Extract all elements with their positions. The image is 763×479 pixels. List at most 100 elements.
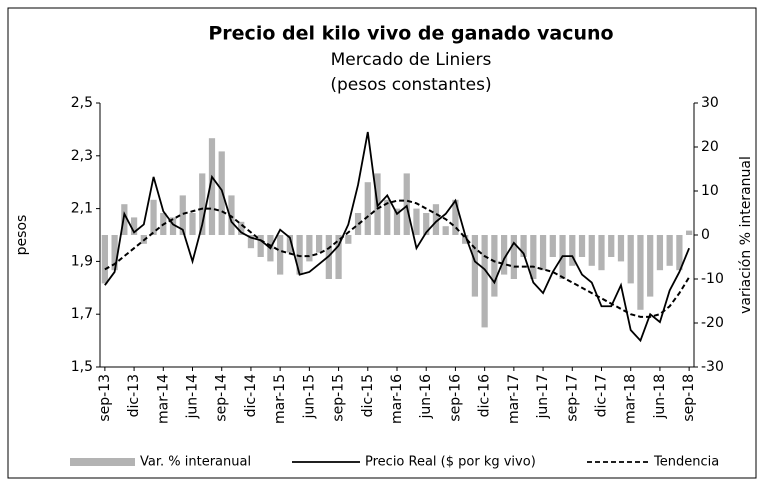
bar (637, 235, 644, 310)
x-tick-label: sep-18 (681, 374, 697, 422)
bar (286, 235, 294, 253)
line (104, 199, 690, 318)
x-tick-label: mar-16 (389, 374, 405, 424)
y2-tick-label: -30 (701, 359, 724, 375)
x-tick-label: sep-15 (331, 374, 347, 422)
bar (569, 235, 576, 266)
y-tick-label: 2,5 (71, 95, 93, 111)
legend-label: Precio Real ($ por kg vivo) (365, 455, 536, 470)
bar (130, 217, 138, 235)
bar (676, 235, 683, 271)
x-tick-label: dic-15 (360, 374, 376, 417)
y-tick-label: 1,9 (71, 253, 93, 269)
bar (101, 235, 108, 284)
bar (208, 138, 216, 235)
bar (656, 235, 664, 271)
x-tick-label: dic-17 (593, 374, 609, 417)
bar (121, 204, 128, 235)
bar (510, 235, 517, 279)
bar (111, 235, 118, 271)
bar (432, 204, 440, 235)
bar (169, 217, 177, 235)
x-tick-label: dic-13 (126, 374, 142, 417)
bar (617, 235, 625, 262)
bar (296, 235, 303, 275)
bar (199, 173, 206, 235)
bar (218, 151, 225, 235)
bar (238, 221, 245, 235)
y2-axis-label: variación % interanual (738, 156, 754, 314)
bar (257, 235, 264, 257)
x-tick-label: mar-14 (155, 374, 171, 424)
x-tick-label: sep-16 (447, 374, 463, 422)
legend-swatch (70, 458, 135, 466)
bar (315, 235, 323, 253)
x-tick-label: sep-13 (97, 374, 113, 422)
y2-tick-label: 20 (701, 139, 719, 155)
bar (413, 208, 420, 235)
bar (452, 199, 459, 235)
x-tick-label: jun-14 (185, 374, 201, 420)
bar (384, 199, 391, 235)
bar (539, 235, 547, 271)
bar (277, 235, 284, 275)
bar (393, 208, 401, 235)
y2-tick-label: 0 (701, 227, 710, 243)
bar (491, 235, 498, 297)
line (104, 131, 690, 343)
y-axis-label: pesos (14, 215, 30, 256)
bar (345, 235, 352, 244)
y2-tick-label: -20 (701, 315, 724, 331)
x-tick-label: mar-18 (623, 374, 639, 424)
y2-tick-label: -10 (701, 271, 724, 287)
chart-frame (7, 7, 757, 479)
x-tick-label: jun-15 (301, 374, 317, 420)
x-tick-label: mar-15 (272, 374, 288, 424)
bar (481, 235, 488, 328)
y2-tick-label: 10 (701, 183, 719, 199)
bar (520, 235, 527, 257)
bar (608, 235, 615, 257)
bar (247, 235, 255, 249)
bar (647, 235, 654, 297)
bar (442, 226, 449, 235)
bar (578, 235, 586, 257)
bar (364, 182, 371, 235)
chart-subtitle: (pesos constantes) (330, 75, 491, 95)
bar (598, 235, 605, 271)
chart-title: Precio del kilo vivo de ganado vacuno (208, 23, 613, 45)
bar (335, 235, 342, 279)
x-tick-label: mar-17 (506, 374, 522, 424)
legend-label: Var. % interanual (140, 455, 251, 470)
bar (423, 213, 430, 235)
bar (179, 195, 186, 235)
y-tick-label: 2,1 (71, 201, 93, 217)
x-tick-label: sep-17 (564, 374, 580, 422)
bar (471, 235, 479, 297)
bar (228, 195, 235, 235)
x-tick-label: jun-18 (652, 374, 668, 420)
x-tick-label: jun-16 (418, 374, 434, 420)
bar (189, 213, 196, 235)
y2-tick-label: 30 (701, 95, 719, 111)
bar (150, 199, 157, 235)
bar (588, 235, 595, 266)
bar (549, 235, 556, 257)
y-tick-label: 1,5 (71, 359, 93, 375)
bar (627, 235, 634, 284)
bar (403, 173, 410, 235)
x-tick-label: dic-16 (477, 374, 493, 417)
y-tick-label: 2,3 (71, 148, 93, 164)
bar (530, 235, 537, 279)
chart-subtitle: Mercado de Liniers (331, 50, 492, 70)
bar (666, 235, 673, 266)
legend-label: Tendencia (653, 455, 719, 470)
x-tick-label: jun-17 (535, 374, 551, 420)
y-tick-label: 1,7 (71, 306, 93, 322)
bar (354, 213, 362, 235)
bar (462, 235, 469, 244)
bar (500, 235, 508, 275)
bar (686, 230, 693, 235)
x-tick-label: dic-14 (243, 374, 259, 417)
